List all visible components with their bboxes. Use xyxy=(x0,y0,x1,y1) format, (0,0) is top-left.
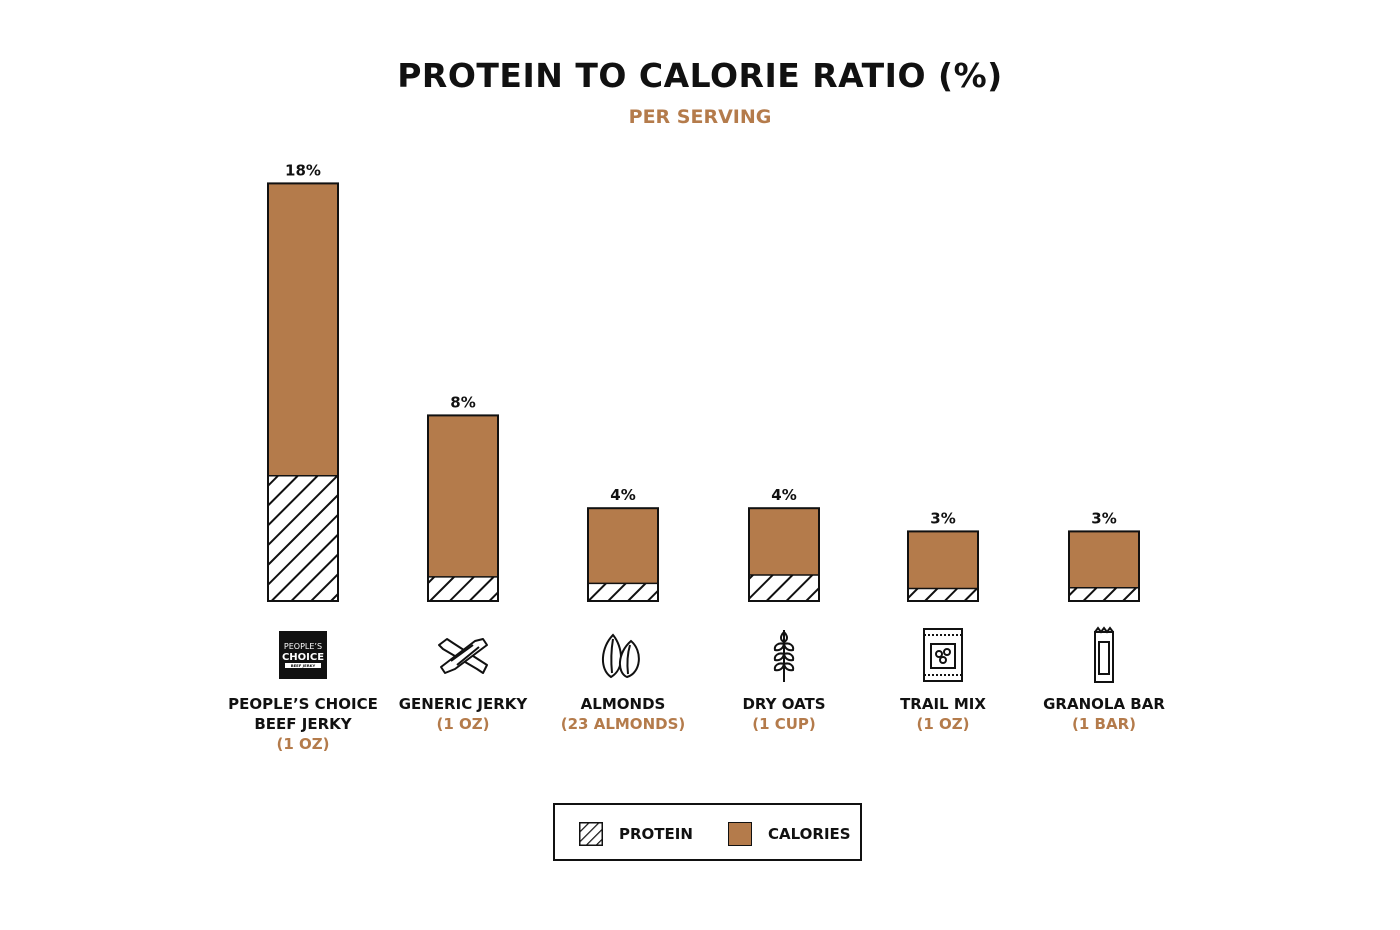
legend-item-calories: CALORIES xyxy=(728,822,851,846)
category-label: PEOPLE’S CHOICE BEEF JERKY (1 OZ) xyxy=(213,694,393,754)
peoples-choice-logo-icon: PEOPLE’S CHOICE BEEF JERKY xyxy=(279,631,327,683)
svg-text:CHOICE: CHOICE xyxy=(282,652,324,663)
data-label: 8% xyxy=(450,393,475,411)
bar-protein xyxy=(588,583,658,601)
category-name: ALMONDS xyxy=(580,695,666,713)
bar-calories xyxy=(588,508,658,584)
protein-swatch xyxy=(579,822,603,846)
bar-calories xyxy=(749,508,819,576)
bar-protein xyxy=(428,576,498,601)
data-label: 4% xyxy=(771,486,796,504)
category-name: DRY OATS xyxy=(742,695,826,713)
category-name: GRANOLA BAR xyxy=(1043,695,1165,713)
serving-size: (1 OZ) xyxy=(436,715,490,733)
data-label: 4% xyxy=(610,486,635,504)
serving-size: (1 OZ) xyxy=(916,715,970,733)
bar-calories xyxy=(908,531,978,589)
bar-outline xyxy=(1068,530,1140,603)
calories-swatch xyxy=(728,822,752,846)
category-name: PEOPLE’S CHOICE BEEF JERKY xyxy=(228,695,378,733)
serving-size: (1 OZ) xyxy=(276,735,330,753)
category-label: TRAIL MIX (1 OZ) xyxy=(853,694,1033,734)
category-label: ALMONDS (23 ALMONDS) xyxy=(533,694,713,734)
bar-protein xyxy=(749,575,819,601)
bar-outline xyxy=(267,182,339,602)
category-label: DRY OATS (1 CUP) xyxy=(694,694,874,734)
legend: PROTEIN CALORIES xyxy=(553,803,862,861)
bar-calories xyxy=(428,415,498,577)
serving-size: (1 CUP) xyxy=(752,715,816,733)
data-label: 3% xyxy=(1091,509,1116,527)
almonds-icon xyxy=(597,629,649,685)
chart-subtitle: PER SERVING xyxy=(628,106,772,128)
category-label: GENERIC JERKY (1 OZ) xyxy=(373,694,553,734)
wheat-icon xyxy=(769,626,799,688)
svg-text:PEOPLE’S: PEOPLE’S xyxy=(284,642,322,651)
bar-protein xyxy=(268,475,338,601)
serving-size: (23 ALMONDS) xyxy=(560,715,686,733)
bar-calories xyxy=(268,183,338,476)
chart-title: PROTEIN TO CALORIE RATIO (%) xyxy=(397,56,1003,95)
granola-bar-icon xyxy=(1093,626,1115,688)
serving-size: (1 BAR) xyxy=(1072,715,1136,733)
bar-calories xyxy=(1069,531,1139,588)
bar-protein xyxy=(908,588,978,601)
category-name: TRAIL MIX xyxy=(900,695,986,713)
category-name: GENERIC JERKY xyxy=(398,695,528,713)
legend-label-calories: CALORIES xyxy=(768,825,851,843)
bar-outline xyxy=(748,507,820,603)
jerky-strips-icon xyxy=(433,631,493,683)
data-label: 3% xyxy=(930,509,955,527)
bar-chart: 18% 8% 4% 4% 3% 3% xyxy=(267,161,1140,603)
legend-item-protein: PROTEIN xyxy=(579,822,693,846)
data-label: 18% xyxy=(285,161,321,179)
category-label: GRANOLA BAR (1 BAR) xyxy=(1014,694,1194,734)
bar-outline xyxy=(427,414,499,602)
bar-protein xyxy=(1069,587,1139,601)
legend-label-protein: PROTEIN xyxy=(619,825,693,843)
trail-mix-bag-icon xyxy=(921,626,965,688)
bar-outline xyxy=(587,507,659,603)
svg-text:BEEF JERKY: BEEF JERKY xyxy=(291,663,316,668)
bar-outline xyxy=(907,530,979,603)
